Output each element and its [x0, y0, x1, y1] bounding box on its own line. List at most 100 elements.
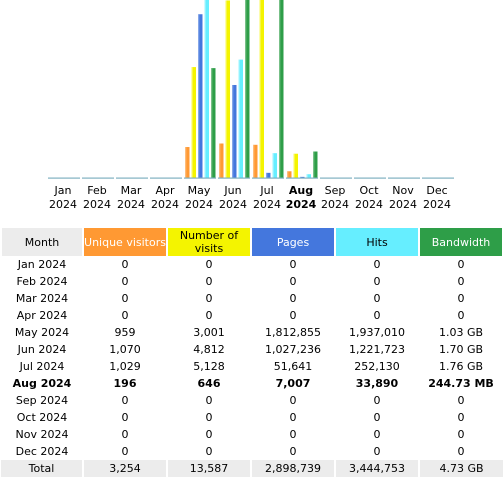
table-row: Nov 2024 0 0 0 0 0	[1, 426, 503, 443]
row-month: Mar 2024	[15, 292, 69, 305]
month-baseline	[184, 177, 216, 179]
bar-highlight	[253, 144, 255, 178]
row-number-of-visits: 646	[197, 377, 221, 390]
row-hits: 33,890	[355, 377, 399, 390]
bar-bandwidth-jul	[279, 0, 284, 178]
row-unique-visitors: 0	[121, 411, 129, 424]
x-tick-year: 2024	[423, 198, 451, 210]
row-month: May 2024	[14, 326, 70, 339]
bar-highlight	[279, 0, 281, 178]
bar-highlight	[245, 0, 247, 178]
row-number-of-visits: 0	[205, 394, 213, 407]
row-unique-visitors: 0	[121, 292, 129, 305]
row-hits: 0	[373, 258, 381, 271]
header-month: Month	[0, 228, 84, 256]
bar-highlight	[219, 143, 221, 178]
x-tick-year: 2024	[321, 198, 349, 210]
bar-unique-aug	[287, 171, 292, 178]
bar-highlight	[198, 14, 200, 178]
row-month: Aug 2024	[12, 377, 72, 390]
x-tick-month: Jul	[259, 184, 273, 197]
month-baseline	[354, 177, 386, 179]
bar-hits-jun	[238, 59, 243, 178]
bar-highlight	[266, 172, 268, 178]
bar-hits-jul	[272, 153, 277, 178]
x-tick-year: 2024	[219, 198, 247, 210]
bar-unique-jun	[219, 143, 224, 178]
bar-highlight	[306, 174, 308, 178]
total-label: Total	[1, 460, 83, 477]
table-row: Sep 2024 0 0 0 0 0	[1, 392, 503, 409]
row-month: Jan 2024	[17, 258, 67, 271]
row-bandwidth: 1.03 GB	[438, 326, 484, 339]
row-month: Dec 2024	[15, 445, 69, 458]
x-tick-year: 2024	[286, 198, 317, 210]
x-tick-month: Nov	[392, 184, 414, 197]
table-row: Feb 2024 0 0 0 0 0	[1, 273, 503, 290]
row-hits: 1,221,723	[349, 343, 405, 356]
bar-highlight	[313, 151, 315, 178]
bar-visits-jun	[225, 0, 230, 178]
total-pages: 2,898,739	[250, 460, 335, 477]
bar-highlight	[211, 68, 213, 178]
row-pages: 0	[289, 411, 297, 424]
header-number-of-visits: Number of visits	[166, 228, 252, 256]
row-pages: 0	[289, 275, 297, 288]
x-tick-year: 2024	[355, 198, 383, 210]
month-baseline	[82, 177, 114, 179]
table-row: Jul 2024 1,029 5,128 51,641 252,130 1.76 GB	[1, 358, 503, 375]
month-baseline	[252, 177, 284, 179]
row-bandwidth: 0	[457, 428, 465, 441]
row-number-of-visits: 5,128	[193, 360, 225, 373]
month-baseline	[422, 177, 454, 179]
bar-pages-jul	[266, 172, 271, 178]
row-number-of-visits: 4,812	[193, 343, 225, 356]
row-pages: 0	[289, 292, 297, 305]
x-tick-month: Jan	[54, 184, 72, 197]
row-unique-visitors: 1,070	[109, 343, 141, 356]
bar-highlight	[293, 153, 295, 178]
row-bandwidth: 1.70 GB	[438, 343, 484, 356]
x-tick-month: Mar	[121, 184, 142, 197]
month-baseline	[286, 177, 318, 179]
bar-pages-may	[198, 14, 203, 178]
row-hits: 0	[373, 275, 381, 288]
row-unique-visitors: 196	[113, 377, 137, 390]
row-number-of-visits: 0	[205, 428, 213, 441]
bar-highlight	[204, 0, 206, 178]
row-month: Jun 2024	[17, 343, 67, 356]
table-row: Jan 2024 0 0 0 0 0	[1, 256, 503, 273]
bar-bandwidth-jun	[245, 0, 250, 178]
row-bandwidth: 0	[457, 394, 465, 407]
total-hits: 3,444,753	[334, 460, 419, 477]
bar-highlight	[272, 153, 274, 178]
header-unique-visitors: Unique visitors	[82, 228, 168, 256]
row-unique-visitors: 0	[121, 445, 129, 458]
monthly-history-table: Month Unique visitors Number of visits P…	[0, 228, 504, 477]
table-row: Apr 2024 0 0 0 0 0	[1, 307, 503, 324]
row-hits: 0	[373, 445, 381, 458]
header-hits: Hits	[334, 228, 420, 256]
table-total-row: Total 3,254 13,587 2,898,739 3,444,753 4…	[1, 460, 503, 477]
bar-highlight	[232, 84, 234, 178]
month-baseline	[150, 177, 182, 179]
row-hits: 0	[373, 394, 381, 407]
bar-hits-aug	[306, 174, 311, 178]
bar-unique-may	[185, 147, 190, 178]
row-unique-visitors: 959	[114, 326, 136, 339]
bar-pages-aug	[300, 176, 305, 178]
x-tick-year: 2024	[117, 198, 145, 210]
row-month: Oct 2024	[16, 411, 68, 424]
row-unique-visitors: 0	[121, 394, 129, 407]
x-tick-year: 2024	[389, 198, 417, 210]
row-number-of-visits: 0	[205, 292, 213, 305]
header-pages: Pages	[250, 228, 336, 256]
row-number-of-visits: 0	[205, 275, 213, 288]
row-pages: 0	[289, 309, 297, 322]
row-unique-visitors: 1,029	[109, 360, 141, 373]
header-bandwidth: Bandwidth	[418, 228, 504, 256]
row-month: Nov 2024	[15, 428, 69, 441]
month-baseline	[320, 177, 352, 179]
x-tick-month: Jun	[223, 184, 241, 197]
row-hits: 1,937,010	[349, 326, 405, 339]
